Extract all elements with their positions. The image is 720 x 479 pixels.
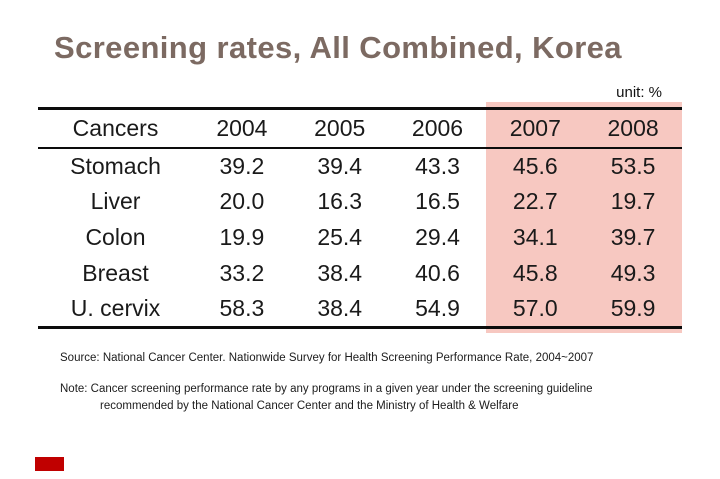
cell-value: 16.5 bbox=[415, 188, 460, 214]
cell-value: 54.9 bbox=[415, 295, 460, 322]
row-label: U. cervix bbox=[70, 295, 161, 322]
column-header-2007: 2007 bbox=[509, 114, 561, 141]
cell-value: 16.3 bbox=[317, 188, 363, 214]
cell-value: 38.4 bbox=[317, 260, 363, 286]
cell-value: 53.5 bbox=[610, 152, 656, 179]
decorative-red-block bbox=[35, 457, 64, 471]
highlight-columns-2007-2008 bbox=[486, 102, 682, 333]
note-line-1: Note: Cancer screening performance rate … bbox=[60, 383, 593, 395]
column-header-2006: 2006 bbox=[411, 114, 464, 141]
slide-title: Screening rates, All Combined, Korea bbox=[54, 30, 622, 65]
row-label: Breast bbox=[82, 260, 149, 286]
cell-value: 33.2 bbox=[219, 260, 265, 286]
screening-rates-table: Cancers 2004 2005 2006 2007 2008 Stomach… bbox=[38, 107, 682, 329]
cell-value: 19.7 bbox=[610, 188, 656, 214]
table-header-row: Cancers 2004 2005 2006 2007 2008 bbox=[38, 109, 682, 148]
cell-value: 58.3 bbox=[219, 295, 265, 322]
table-row-breast: Breast 33.2 38.4 40.6 45.8 49.3 bbox=[38, 256, 682, 292]
cell-value: 45.8 bbox=[512, 260, 558, 286]
row-label: Colon bbox=[85, 224, 146, 250]
column-header-2005: 2005 bbox=[314, 114, 366, 141]
cell-value: 20.0 bbox=[219, 188, 265, 214]
cell-value: 43.3 bbox=[415, 152, 460, 179]
table-row-u-cervix: U. cervix 58.3 38.4 54.9 57.0 59.9 bbox=[38, 292, 682, 328]
table-row-colon: Colon 19.9 25.4 29.4 34.1 39.7 bbox=[38, 220, 682, 256]
cell-value: 39.2 bbox=[219, 152, 265, 179]
source-footnote: Source: National Cancer Center. Nationwi… bbox=[60, 352, 594, 364]
column-header-cancers: Cancers bbox=[72, 114, 159, 141]
cell-value: 29.4 bbox=[415, 224, 460, 250]
cell-value: 39.4 bbox=[317, 152, 363, 179]
note-line-2: recommended by the National Cancer Cente… bbox=[100, 400, 519, 413]
cell-value: 59.9 bbox=[610, 295, 656, 322]
cell-value: 25.4 bbox=[317, 224, 363, 250]
cell-value: 22.7 bbox=[512, 188, 558, 214]
unit-label: unit: % bbox=[616, 84, 662, 101]
cell-value: 57.0 bbox=[512, 295, 558, 322]
cell-value: 34.1 bbox=[512, 224, 558, 250]
row-label: Stomach bbox=[70, 152, 161, 179]
cell-value: 19.9 bbox=[219, 224, 265, 250]
note-footnote: Note: Cancer screening performance rate … bbox=[60, 381, 593, 416]
cell-value: 40.6 bbox=[415, 260, 460, 286]
cell-value: 49.3 bbox=[610, 260, 656, 286]
table-row-liver: Liver 20.0 16.3 16.5 22.7 19.7 bbox=[38, 184, 682, 220]
cell-value: 45.6 bbox=[512, 152, 558, 179]
cell-value: 38.4 bbox=[317, 295, 363, 322]
row-label: Liver bbox=[90, 188, 141, 214]
table-row-stomach: Stomach 39.2 39.4 43.3 45.6 53.5 bbox=[38, 148, 682, 184]
column-header-2008: 2008 bbox=[607, 114, 659, 141]
cell-value: 39.7 bbox=[610, 224, 656, 250]
column-header-2004: 2004 bbox=[216, 114, 268, 141]
